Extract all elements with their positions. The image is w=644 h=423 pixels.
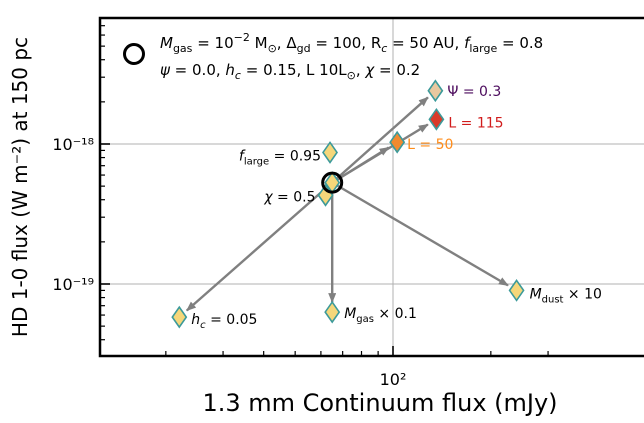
y-tick-label: 10⁻¹⁸	[52, 135, 94, 154]
diamond-marker	[428, 107, 445, 131]
legend-line-1: Mgas = 10−2 M⊙, Δgd = 100, Rc = 50 AU, f…	[160, 31, 543, 55]
arrow	[331, 96, 429, 184]
point-label: Mdust × 10	[530, 286, 602, 305]
diamond-marker	[171, 305, 188, 329]
diamond-marker	[324, 300, 341, 324]
point-label: Mgas × 0.1	[344, 306, 417, 325]
arrows	[186, 96, 509, 312]
arrow	[331, 181, 509, 287]
point-label: hc = 0.05	[191, 312, 257, 331]
diamond-marker	[322, 141, 338, 164]
arrow	[331, 146, 390, 184]
arrow	[186, 181, 333, 312]
diamond-marker	[389, 130, 406, 154]
x-tick-label: 10²	[380, 370, 407, 389]
legend-line-2: ψ = 0.0, hc = 0.15, L 10L⊙, χ = 0.2	[160, 61, 420, 82]
x-axis-label: 1.3 mm Continuum flux (mJy)	[202, 389, 557, 417]
point-label: flarge = 0.95	[239, 148, 321, 167]
markers	[171, 79, 525, 329]
plot-frame	[98, 16, 644, 358]
point-labels: Ψ = 0.3 L = 115 L = 50 flarge = 0.95 χ = 0.5…	[191, 84, 602, 331]
diamond-marker	[508, 279, 525, 302]
grid	[100, 18, 644, 356]
y-axis-label: HD 1-0 flux (W m⁻²) at 150 pc	[8, 37, 32, 337]
point-label: χ = 0.5	[263, 189, 315, 205]
tick-labels: 10² 10⁻¹⁹ 10⁻¹⁸	[52, 135, 406, 389]
reference-circle-marker	[321, 171, 344, 194]
point-label: Ψ = 0.3	[447, 84, 501, 100]
point-label: L = 50	[407, 137, 453, 153]
legend: Mgas = 10−2 M⊙, Δgd = 100, Rc = 50 AU, f…	[123, 31, 543, 82]
point-label: L = 115	[448, 115, 503, 131]
legend-marker	[123, 43, 145, 65]
y-tick-label: 10⁻¹⁹	[52, 275, 94, 294]
diamond-marker	[427, 79, 444, 103]
